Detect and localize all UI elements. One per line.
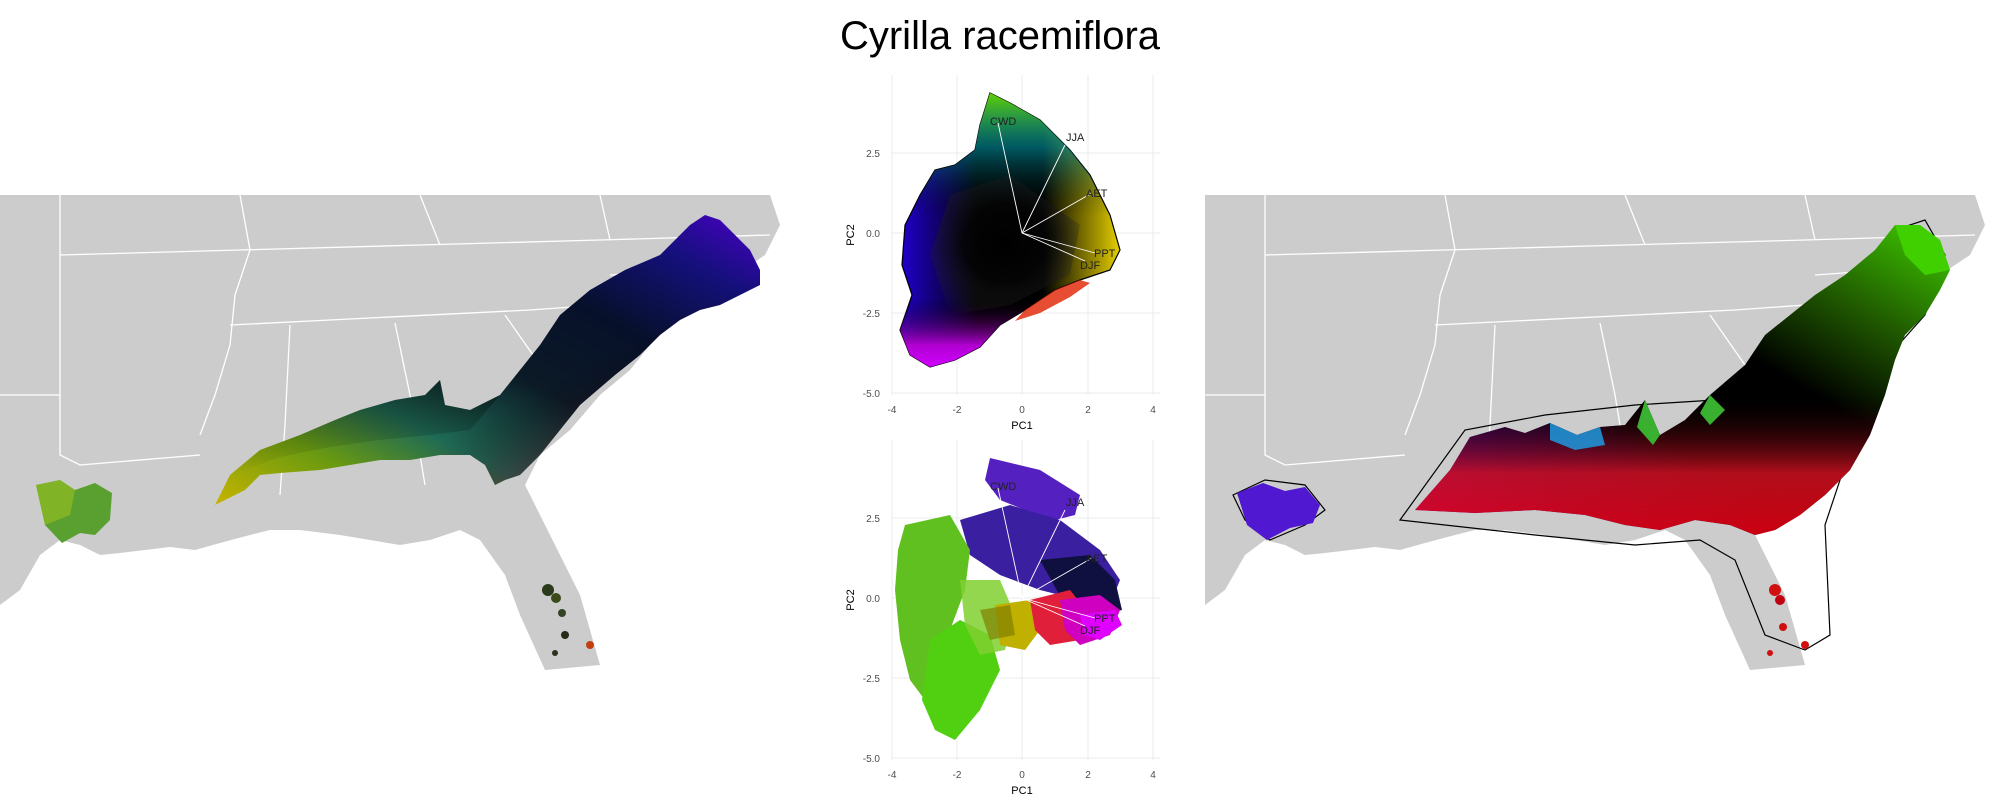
- vector-label-jja: JJA: [1066, 497, 1085, 509]
- x-axis-ticks: -4 -2 0 2 4: [888, 405, 1157, 416]
- vector-label-djf: DJF: [1080, 260, 1100, 272]
- range-colored: [36, 215, 760, 656]
- range-colored: [1237, 225, 1950, 656]
- x-axis-label: PC1: [1011, 785, 1032, 797]
- y-axis-label: PC2: [845, 224, 857, 245]
- y-axis-label: PC2: [845, 589, 857, 610]
- vector-label-cwd: CWD: [990, 481, 1016, 493]
- vector-label-ppt: PPT: [1094, 248, 1116, 260]
- pc-vectors: [997, 487, 1096, 627]
- svg-text:0: 0: [1019, 770, 1025, 781]
- svg-text:4: 4: [1150, 770, 1156, 781]
- biplot-bottom: CWD JJA AET PPT DJF 2.5 0.0 -2.5 -5.0 -4…: [845, 440, 1160, 797]
- svg-text:-5.0: -5.0: [863, 389, 881, 400]
- vector-label-aet: AET: [1086, 553, 1108, 565]
- vector-label-ppt: PPT: [1094, 613, 1116, 625]
- y-axis-ticks: 2.5 0.0 -2.5 -5.0: [863, 514, 881, 765]
- svg-text:-5.0: -5.0: [863, 754, 881, 765]
- vector-label-jja: JJA: [1066, 132, 1085, 144]
- vector-label-cwd: CWD: [990, 116, 1016, 128]
- svg-text:-2: -2: [953, 405, 962, 416]
- vector-label-aet: AET: [1086, 188, 1108, 200]
- figure-title: Cyrilla racemiflora: [839, 14, 1161, 58]
- state-lines: [0, 195, 771, 496]
- state-lines: [1205, 195, 1976, 496]
- svg-text:-4: -4: [888, 770, 897, 781]
- vector-label-djf: DJF: [1080, 625, 1100, 637]
- biplot-top: CWD JJA AET PPT DJF 2.5 0.0 -2.5 -5.0 -4…: [845, 75, 1160, 432]
- svg-text:2.5: 2.5: [866, 149, 880, 160]
- svg-text:0: 0: [1019, 405, 1025, 416]
- x-axis-label: PC1: [1011, 420, 1032, 432]
- svg-text:0.0: 0.0: [866, 229, 880, 240]
- x-axis-ticks: -4 -2 0 2 4: [888, 770, 1157, 781]
- svg-text:2.5: 2.5: [866, 514, 880, 525]
- svg-text:2: 2: [1085, 770, 1091, 781]
- svg-text:2: 2: [1085, 405, 1091, 416]
- svg-text:4: 4: [1150, 405, 1156, 416]
- left-map: [0, 195, 780, 670]
- svg-text:-2.5: -2.5: [863, 309, 881, 320]
- svg-text:-2: -2: [953, 770, 962, 781]
- y-axis-ticks: 2.5 0.0 -2.5 -5.0: [863, 149, 881, 400]
- right-map: [1205, 195, 1985, 670]
- svg-text:-4: -4: [888, 405, 897, 416]
- svg-text:0.0: 0.0: [866, 594, 880, 605]
- climate-scatter: [895, 458, 1122, 740]
- pc-vectors: [997, 122, 1096, 262]
- svg-text:-2.5: -2.5: [863, 674, 881, 685]
